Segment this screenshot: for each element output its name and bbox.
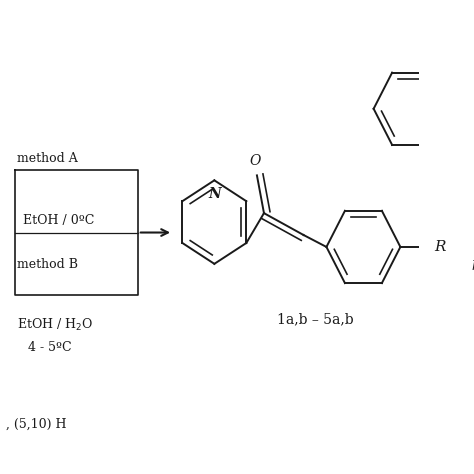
Text: O: O <box>249 155 261 168</box>
Text: 4 - 5ºC: 4 - 5ºC <box>28 341 72 354</box>
Text: k: k <box>472 260 474 273</box>
Text: R: R <box>434 240 445 254</box>
Text: , (5,10) H: , (5,10) H <box>6 418 66 430</box>
Text: N: N <box>208 187 221 201</box>
Text: 1a,b – 5a,b: 1a,b – 5a,b <box>277 312 353 327</box>
Text: EtOH / H$_2$O: EtOH / H$_2$O <box>17 317 93 333</box>
Text: EtOH / 0ºC: EtOH / 0ºC <box>23 214 95 227</box>
Text: method A: method A <box>17 152 78 165</box>
Text: method B: method B <box>17 258 78 271</box>
